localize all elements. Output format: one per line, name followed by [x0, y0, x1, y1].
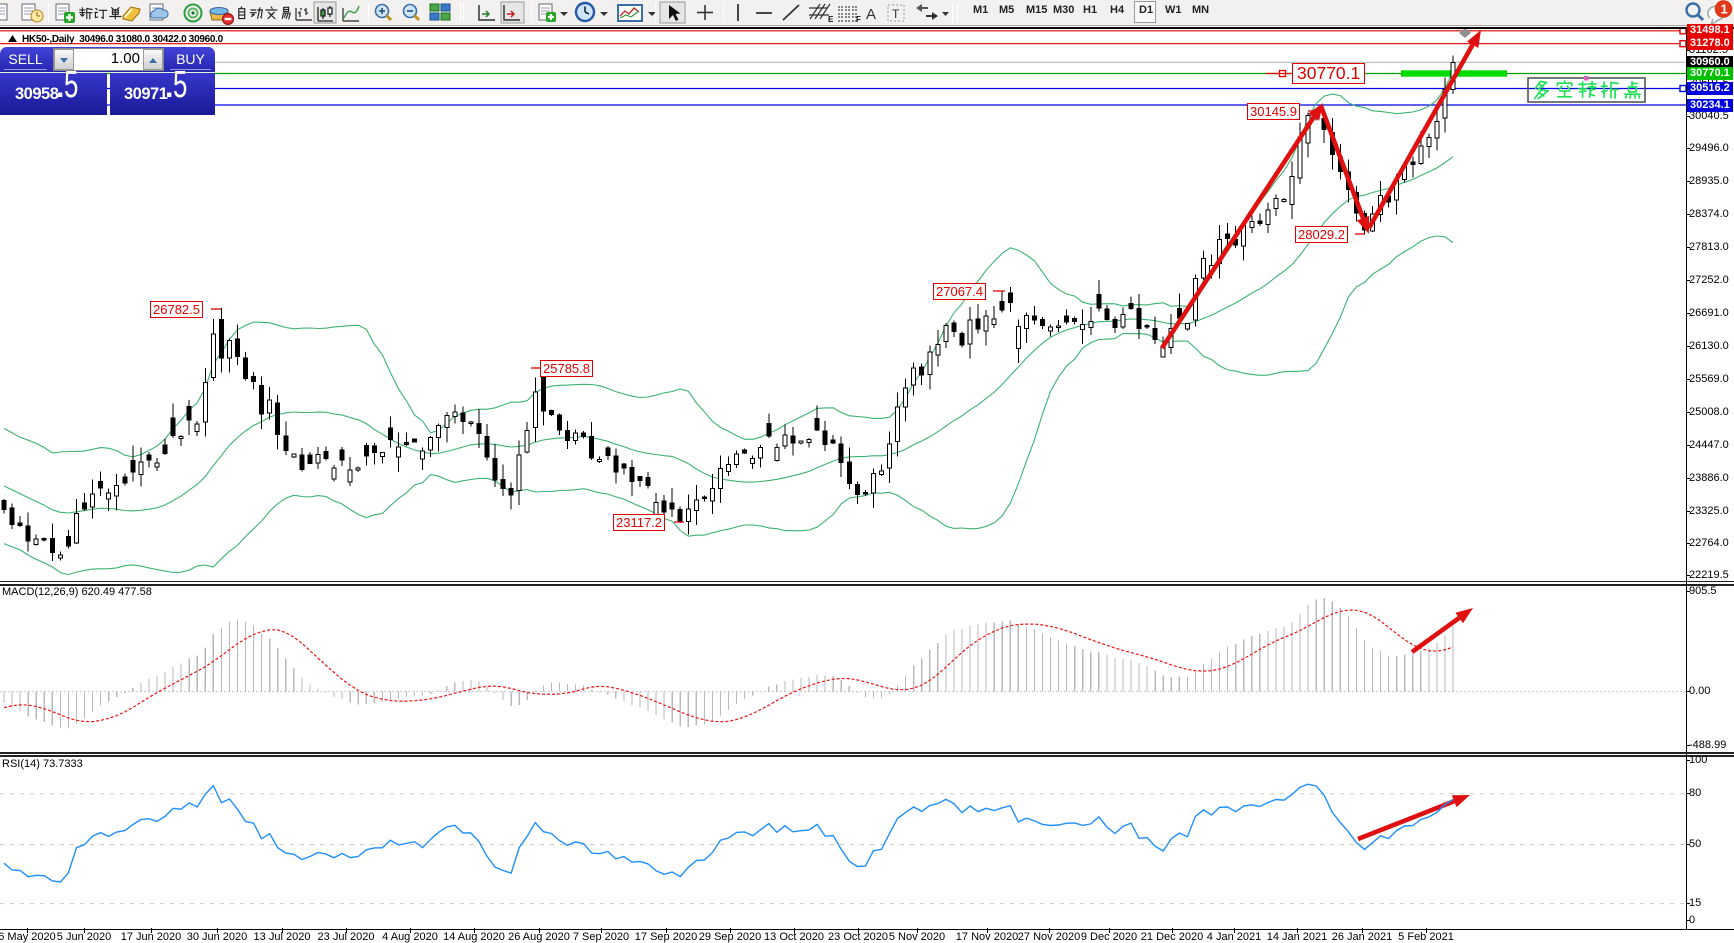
svg-text:E: E: [828, 15, 834, 24]
svg-text:T: T: [892, 7, 900, 21]
svg-text:A: A: [866, 6, 876, 23]
svg-text:F: F: [856, 15, 861, 24]
svg-text:1: 1: [1721, 2, 1728, 17]
